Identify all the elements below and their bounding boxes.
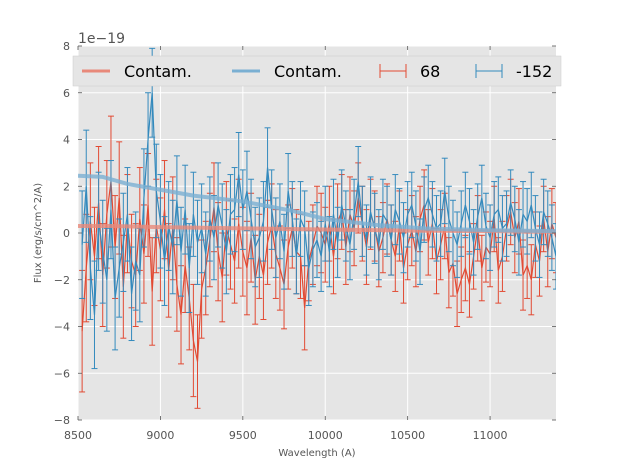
y-tick-label: −4 [54, 321, 70, 334]
y-tick-label: −6 [54, 367, 70, 380]
legend: Contam. Contam. 68 -152 [72, 55, 562, 87]
legend-item: Contam. [82, 62, 192, 81]
y-offset-label: 1e−19 [78, 31, 125, 47]
y-tick-label: −8 [54, 414, 70, 427]
y-tick-label: 4 [63, 134, 70, 147]
x-tick-label: 9000 [146, 429, 174, 442]
y-tick-label: −2 [54, 274, 70, 287]
x-tick-label: 8500 [64, 429, 92, 442]
legend-label: -152 [516, 62, 552, 81]
x-tick-label: 10000 [308, 429, 343, 442]
x-tick-label: 11000 [473, 429, 508, 442]
x-axis-label: Wavelength (A) [278, 448, 355, 459]
legend-label: Contam. [274, 62, 342, 81]
y-tick-label: 0 [63, 227, 70, 240]
legend-label: 68 [420, 62, 440, 81]
y-tick-label: 6 [63, 87, 70, 100]
series-layer [78, 47, 556, 409]
y-axis-label: Flux (erg/s/cm^2/A) [33, 183, 44, 283]
y-tick-label: 8 [63, 40, 70, 53]
legend-item: -152 [475, 62, 552, 81]
contam-line [78, 173, 556, 234]
legend-label: Contam. [124, 62, 192, 81]
plot-area [78, 47, 556, 409]
y-tick-label: 2 [63, 180, 70, 193]
x-tick-label: 9500 [229, 429, 257, 442]
x-tick-label: 10500 [390, 429, 425, 442]
legend-item: Contam. [232, 62, 342, 81]
legend-item: 68 [379, 62, 440, 81]
